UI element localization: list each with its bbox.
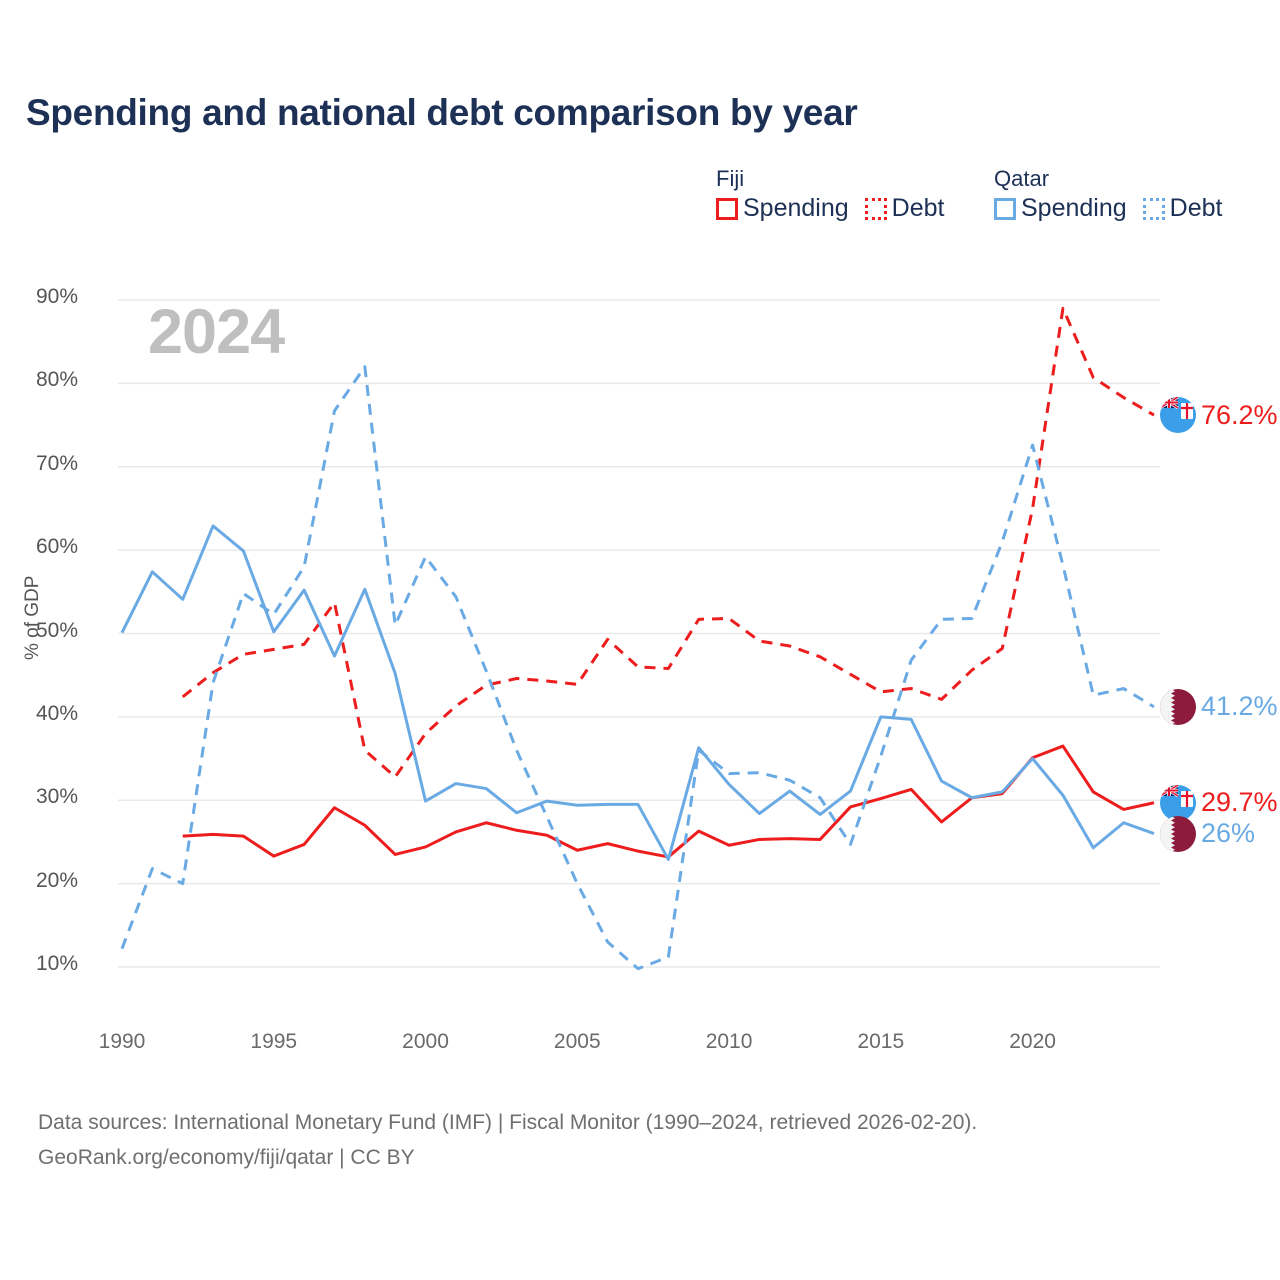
end-label-value: 76.2% bbox=[1201, 399, 1278, 430]
end-label-value: 26% bbox=[1201, 818, 1256, 849]
legend-label: Debt bbox=[891, 194, 945, 222]
qatar-flag-icon bbox=[1160, 688, 1196, 725]
x-axis-tick-label: 2005 bbox=[553, 1030, 601, 1053]
series-line-qatar-debt bbox=[120, 365, 1155, 971]
end-label-qatar-spending: 26% bbox=[1160, 815, 1256, 852]
footer-line-1: Data sources: International Monetary Fun… bbox=[38, 1111, 978, 1134]
y-axis-tick-label: 70% bbox=[35, 451, 78, 475]
chart-series-layer bbox=[120, 306, 1155, 971]
year-watermark: 2024 bbox=[148, 297, 285, 367]
legend-swatch-solid-icon bbox=[994, 197, 1016, 220]
x-axis-tick-label: 1995 bbox=[250, 1030, 298, 1053]
end-label-value: 41.2% bbox=[1201, 691, 1278, 722]
legend-swatch-solid-icon bbox=[716, 197, 738, 220]
legend-label: Spending bbox=[743, 194, 849, 222]
legend-swatch-dashed-icon bbox=[864, 197, 887, 220]
legend-group-title-qatar: Qatar bbox=[994, 166, 1050, 191]
chart-legend: Fiji Spending Debt Qatar Spending bbox=[716, 163, 1238, 223]
end-label-fiji-debt: 76.2% bbox=[1160, 397, 1278, 434]
series-line-fiji-debt bbox=[181, 306, 1155, 779]
end-label-qatar-debt: 41.2% bbox=[1160, 688, 1278, 725]
legend-item-fiji-debt[interactable]: Debt bbox=[864, 194, 945, 223]
legend-group-qatar: Qatar Spending Debt bbox=[994, 163, 1238, 223]
legend-label: Debt bbox=[1169, 194, 1223, 222]
y-axis-tick-label: 30% bbox=[35, 785, 78, 809]
legend-group-fiji: Fiji Spending Debt bbox=[716, 163, 994, 223]
page-title: Spending and national debt comparison by… bbox=[26, 92, 858, 133]
end-label-fiji-spending: 29.7% bbox=[1160, 784, 1278, 821]
y-axis-tick-label: 80% bbox=[35, 368, 78, 392]
chart-canvas bbox=[118, 299, 1160, 971]
x-axis-tick-label: 2015 bbox=[857, 1030, 905, 1053]
chart-gridlines bbox=[118, 299, 1160, 968]
legend-item-fiji-spending[interactable]: Spending bbox=[716, 194, 849, 223]
legend-swatch-dashed-icon bbox=[1142, 197, 1165, 220]
y-axis-tick-label: 20% bbox=[35, 868, 78, 892]
series-line-qatar-spending bbox=[120, 524, 1155, 861]
x-axis-tick-label: 2000 bbox=[402, 1030, 449, 1053]
y-axis-tick-label: 60% bbox=[35, 535, 78, 559]
y-axis-tick-label: 50% bbox=[35, 618, 78, 642]
footer-sources: Data sources: International Monetary Fun… bbox=[38, 1106, 977, 1175]
legend-group-title-fiji: Fiji bbox=[716, 166, 745, 191]
legend-label: Spending bbox=[1021, 194, 1127, 222]
x-axis-tick-label: 1990 bbox=[98, 1030, 146, 1053]
series-line-fiji-spending bbox=[182, 744, 1155, 859]
footer-line-2: GeoRank.org/economy/fiji/qatar | CC BY bbox=[38, 1145, 415, 1169]
x-axis-tick-label: 2010 bbox=[705, 1030, 753, 1053]
fiji-flag-icon bbox=[1160, 397, 1196, 434]
y-axis-tick-label: 40% bbox=[35, 701, 78, 725]
legend-item-qatar-spending[interactable]: Spending bbox=[994, 194, 1127, 223]
chart-plot-area: % of GDP 10% 20% 30% 40% 50% 60% 70% 80% 90% 199… bbox=[22, 285, 1278, 1053]
legend-item-qatar-debt[interactable]: Debt bbox=[1142, 194, 1223, 223]
qatar-flag-icon bbox=[1160, 815, 1196, 852]
y-axis-tick-label: 90% bbox=[35, 285, 78, 308]
y-axis-tick-label: 10% bbox=[35, 952, 78, 975]
end-label-value: 29.7% bbox=[1201, 787, 1278, 818]
x-axis-tick-label: 2020 bbox=[1009, 1030, 1056, 1053]
